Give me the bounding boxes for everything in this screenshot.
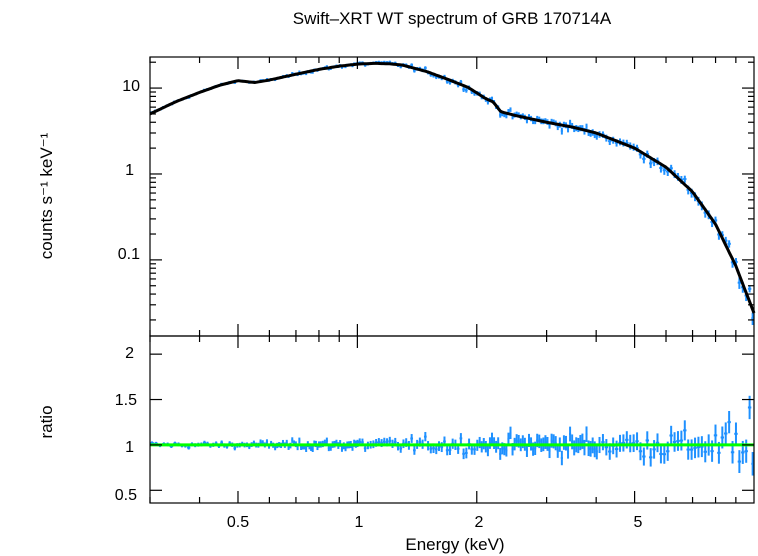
spectrum-y-tick-label-2: 10 xyxy=(122,78,140,95)
ratio-y-tick-label-1: 1 xyxy=(125,439,134,456)
x-axis-label: Energy (keV) xyxy=(405,535,504,554)
ratio-y-axis-label: ratio xyxy=(37,405,56,438)
spectrum-y-tick-label-0: 0.1 xyxy=(118,246,140,263)
x-tick-label-0: 0.5 xyxy=(227,514,249,531)
ratio-data-points xyxy=(150,395,754,476)
spectrum-y-tick-label-1: 1 xyxy=(125,162,134,179)
chart-title: Swift–XRT WT spectrum of GRB 170714A xyxy=(293,9,612,28)
spectrum-y-axis-label: counts s⁻¹ keV⁻¹ xyxy=(37,132,56,259)
spectrum-data-points xyxy=(150,60,754,325)
x-tick-label-1: 1 xyxy=(355,514,364,531)
axis-ticks xyxy=(149,57,754,503)
x-tick-label-3: 5 xyxy=(634,514,643,531)
ratio-y-tick-label-2: 1.5 xyxy=(115,392,137,409)
ratio-y-tick-label-0: 0.5 xyxy=(115,487,137,504)
spectrum-plot-frame xyxy=(149,56,755,337)
ratio-y-tick-label-3: 2 xyxy=(125,345,134,362)
ratio-plot-frame xyxy=(149,335,755,504)
model-line xyxy=(149,61,756,314)
x-tick-label-2: 2 xyxy=(475,514,484,531)
